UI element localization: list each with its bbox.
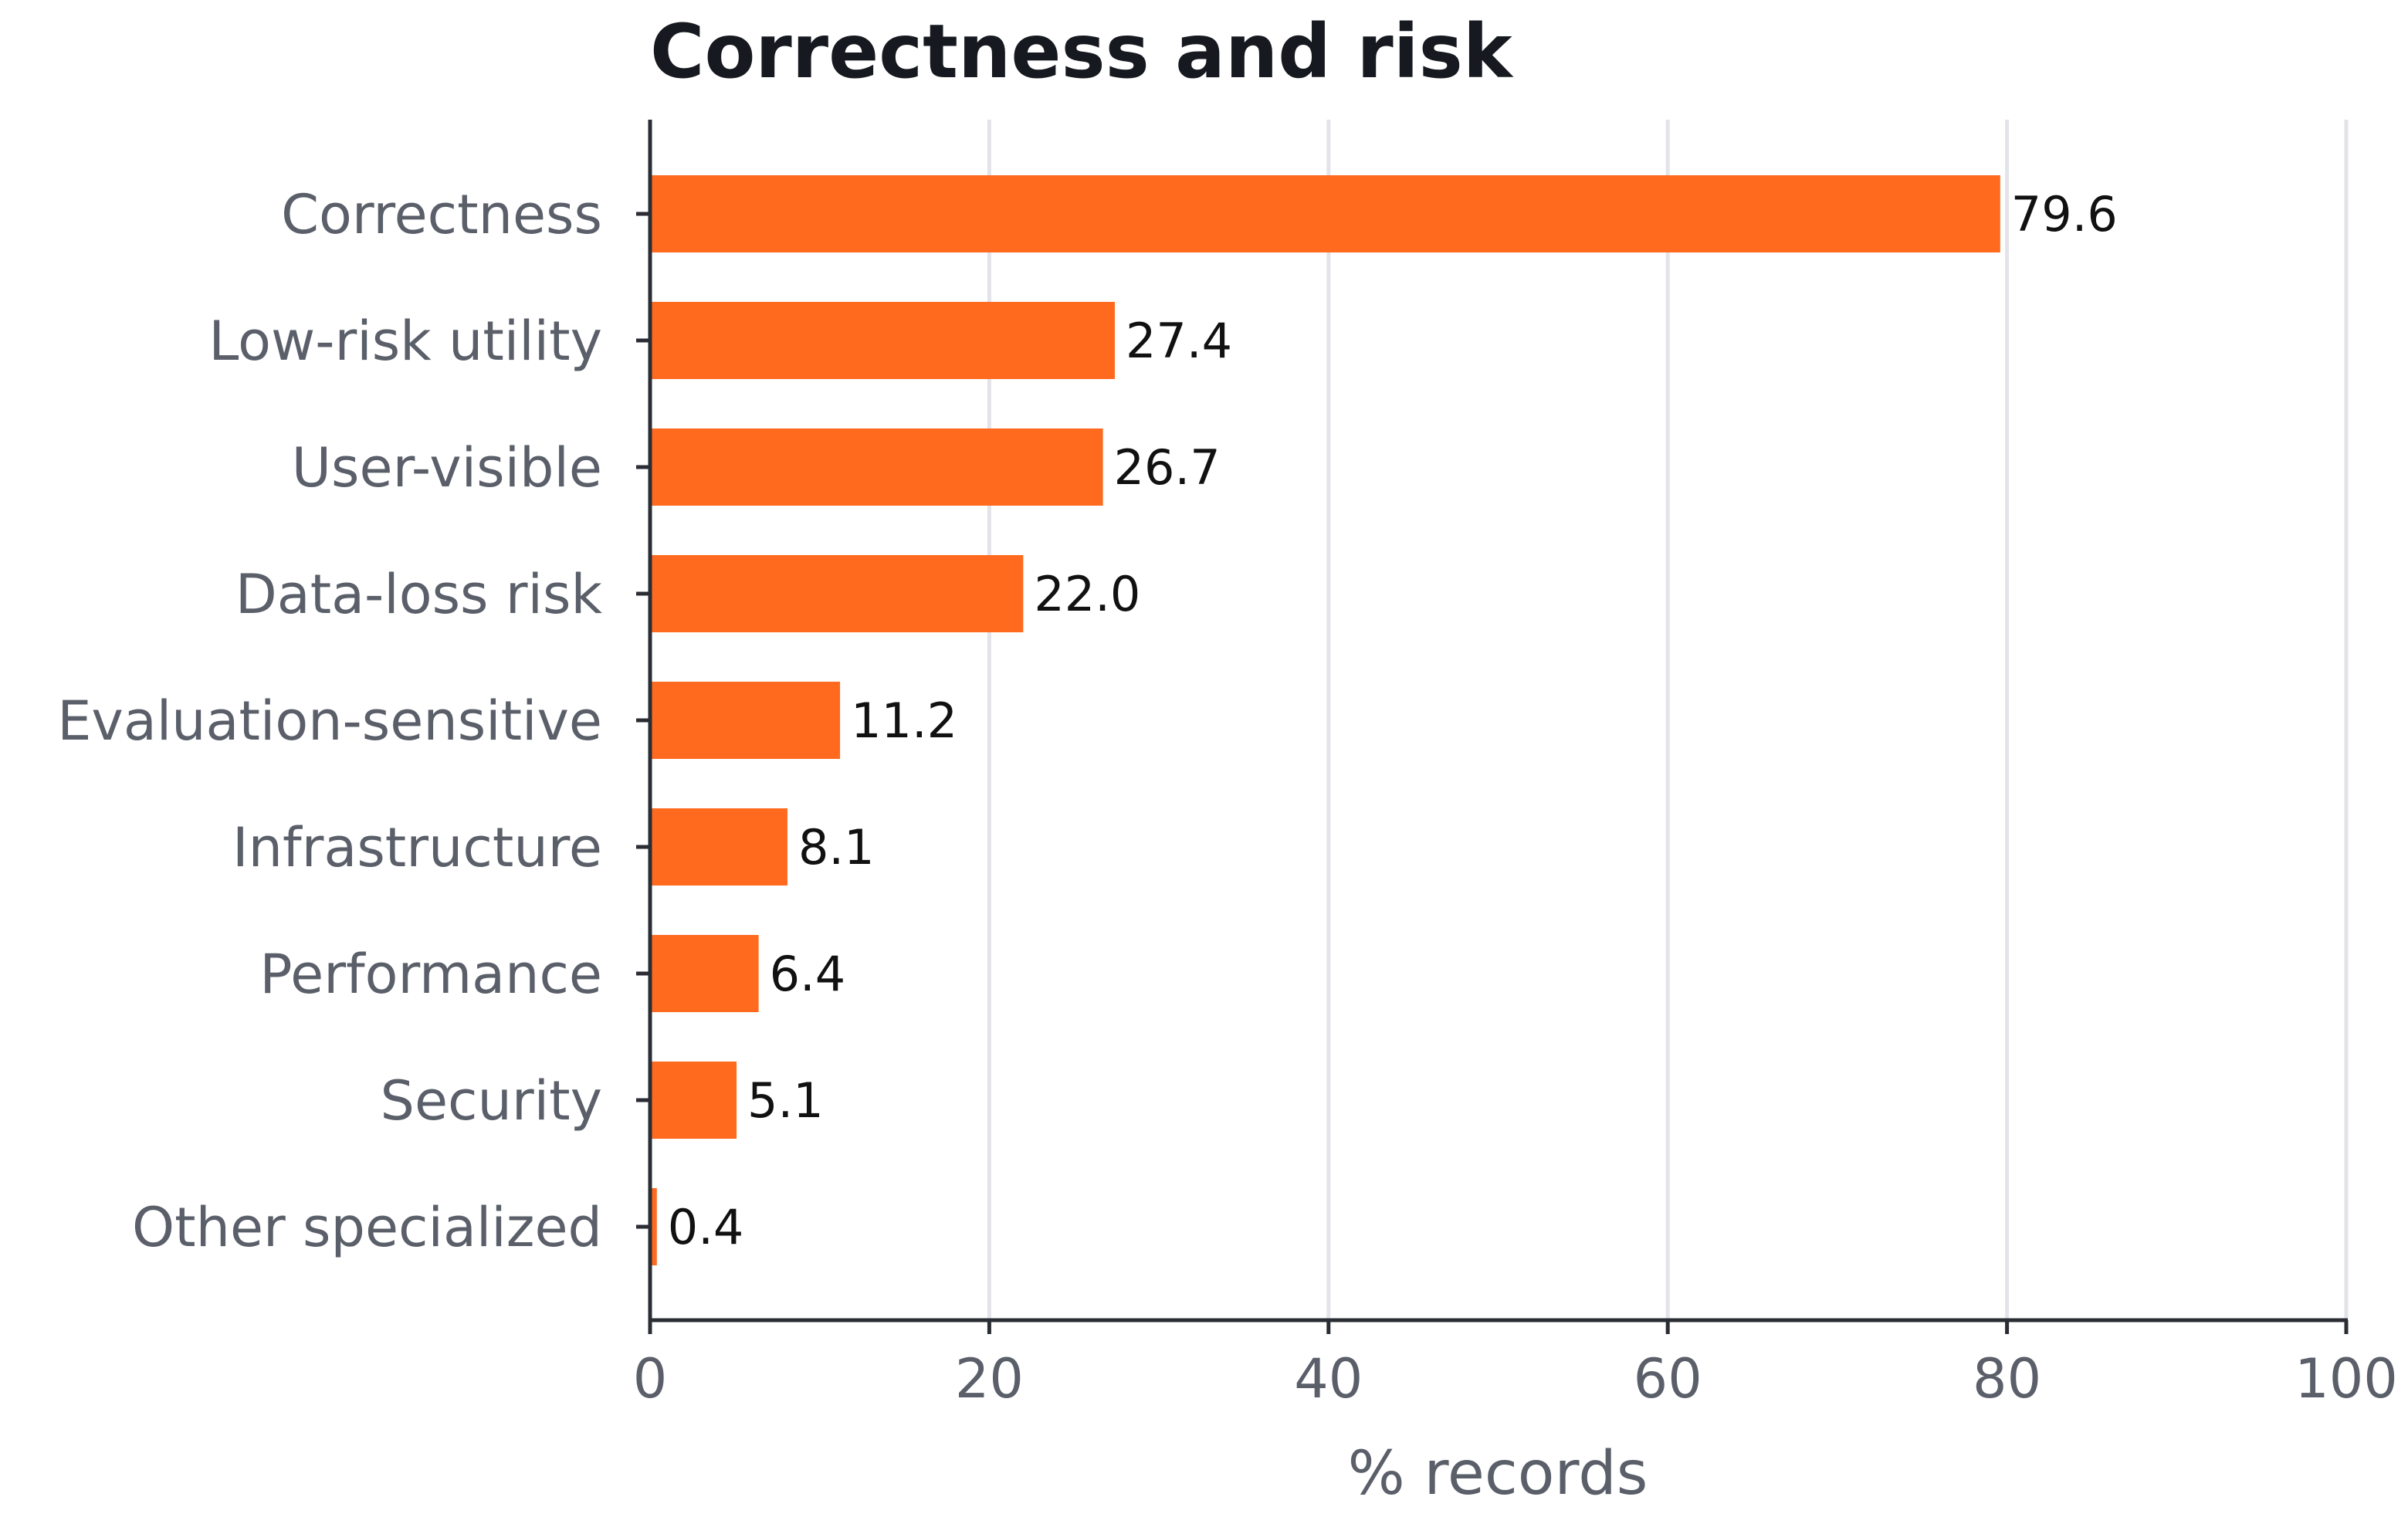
category-label-7: Security	[381, 1069, 602, 1133]
category-label-6: Performance	[259, 943, 602, 1006]
bar-7	[650, 1062, 737, 1139]
category-label-0: Correctness	[281, 183, 602, 246]
value-label-0: 79.6	[2011, 186, 2118, 242]
x-tick-label-40: 40	[1294, 1347, 1363, 1411]
value-label-6: 6.4	[770, 946, 846, 1002]
chart-title: Correctness and risk	[650, 8, 1514, 95]
bar-2	[650, 428, 1103, 506]
x-tick-label-20: 20	[955, 1347, 1024, 1411]
x-tick-label-80: 80	[1973, 1347, 2041, 1411]
x-tick-label-60: 60	[1634, 1347, 1702, 1411]
bar-0	[650, 175, 2000, 252]
category-label-2: User-visible	[292, 436, 602, 500]
value-label-3: 22.0	[1034, 566, 1140, 622]
value-label-1: 27.4	[1126, 313, 1232, 369]
category-label-5: Infrastructure	[232, 816, 602, 879]
value-label-8: 0.4	[668, 1199, 744, 1255]
bar-3	[650, 555, 1024, 632]
category-label-4: Evaluation-sensitive	[57, 689, 602, 753]
value-label-7: 5.1	[747, 1072, 824, 1129]
value-label-5: 8.1	[798, 819, 875, 875]
bar-6	[650, 935, 759, 1012]
axes-layer	[636, 120, 2349, 1334]
bar-5	[650, 808, 787, 886]
bars-layer	[650, 175, 2000, 1265]
x-tick-label-100: 100	[2295, 1347, 2398, 1411]
bar-8	[650, 1188, 657, 1265]
value-label-4: 11.2	[851, 693, 957, 749]
bar-1	[650, 302, 1115, 379]
bar-4	[650, 682, 841, 759]
category-label-3: Data-loss risk	[235, 563, 603, 626]
value-label-2: 26.7	[1114, 439, 1221, 496]
category-label-8: Other specialized	[132, 1196, 602, 1259]
x-tick-label-0: 0	[633, 1347, 668, 1411]
labels-layer: Correctness 79.6 Low-risk utility 27.4 User-…	[57, 183, 2398, 1411]
category-label-1: Low-risk utility	[208, 310, 602, 373]
x-axis-label: % records	[1348, 1439, 1648, 1509]
